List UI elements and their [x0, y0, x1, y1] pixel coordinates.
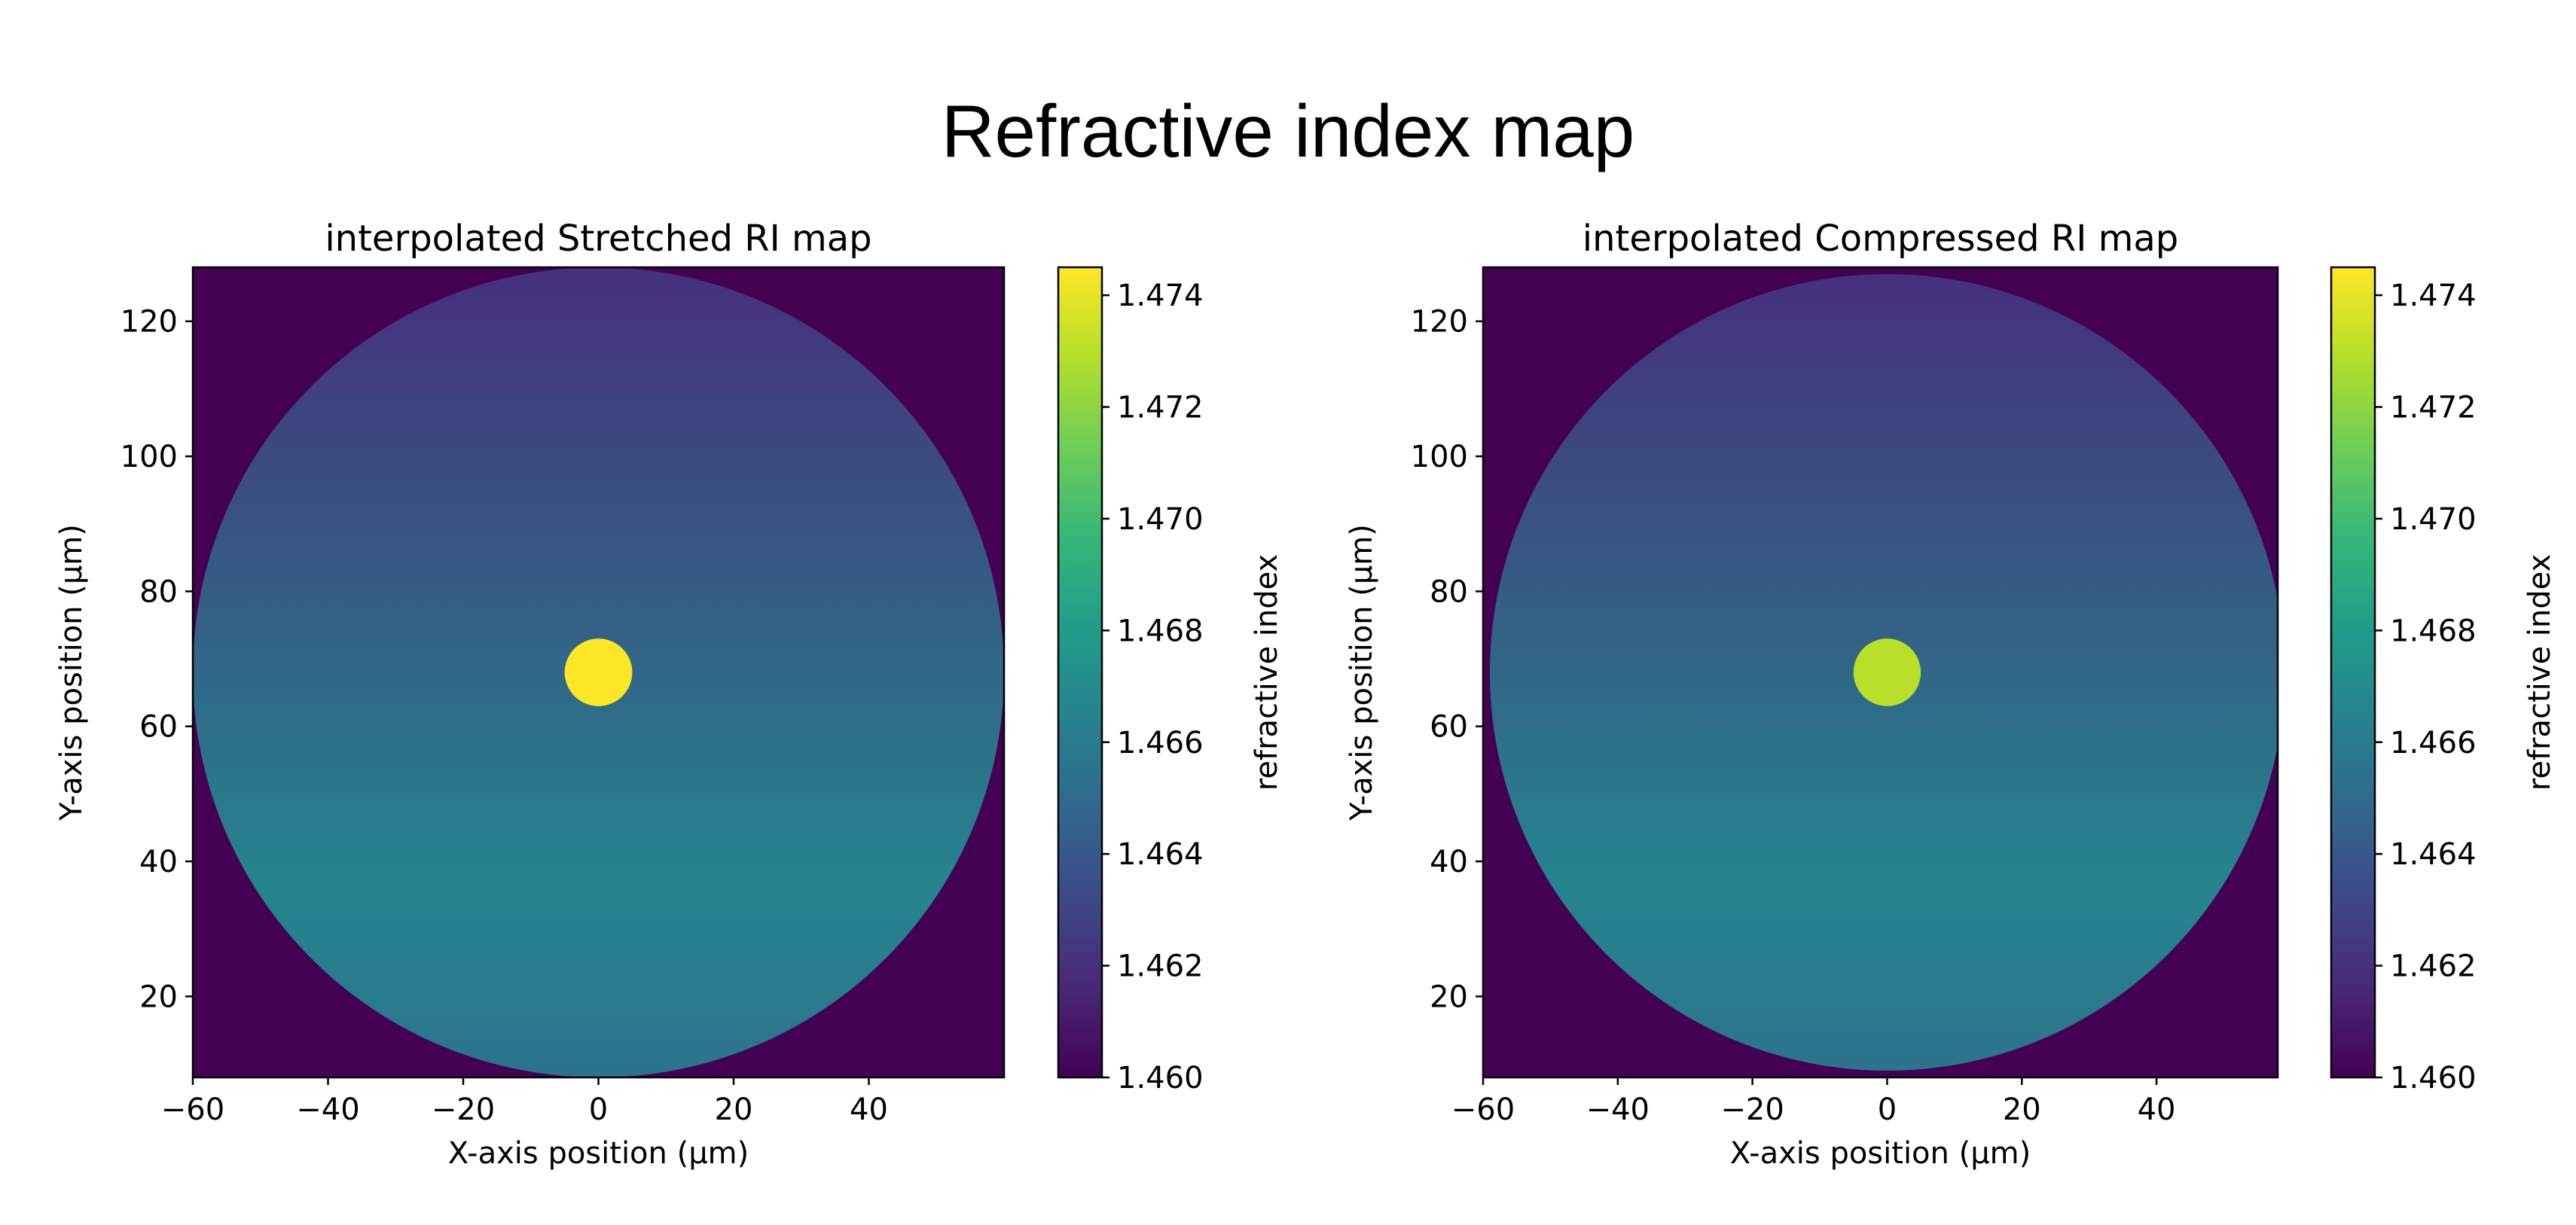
y-tick-label: 80 — [139, 574, 178, 609]
x-tick-label: −20 — [432, 1092, 495, 1127]
panel-title: interpolated Compressed RI map — [1583, 218, 2179, 260]
y-tick-label: 100 — [121, 440, 178, 474]
y-axis-label: Y-axis position (μm) — [1344, 524, 1379, 821]
colorbar-tick-label: 1.466 — [1117, 726, 1204, 760]
x-axis-label: X-axis position (μm) — [448, 1136, 749, 1171]
colorbar-label: refractive index — [1250, 554, 1284, 791]
colorbar-frame — [2330, 266, 2376, 1079]
colorbar-tick-label: 1.466 — [2390, 726, 2477, 760]
y-tick-label: 120 — [121, 305, 178, 340]
colorbar-tick-label: 1.470 — [1117, 502, 1204, 537]
y-axis-label: Y-axis position (μm) — [54, 524, 89, 821]
colorbar-label: refractive index — [2523, 554, 2557, 791]
colorbar-tick-label: 1.470 — [2390, 502, 2477, 537]
panel-title: interpolated Stretched RI map — [325, 218, 871, 260]
colorbar — [2331, 267, 2375, 1077]
colorbar-tick-label: 1.468 — [2390, 614, 2477, 648]
colorbar-tick-label: 1.474 — [1117, 279, 1204, 313]
colorbar-tick-label: 1.468 — [1117, 614, 1204, 648]
plot-area — [1483, 267, 2278, 1077]
x-tick-label: −60 — [161, 1092, 224, 1127]
colorbar-tick-label: 1.474 — [2390, 279, 2477, 313]
colorbar-tick-label: 1.472 — [1117, 391, 1204, 425]
x-axis-label: X-axis position (μm) — [1730, 1136, 2031, 1171]
x-tick-label: 20 — [715, 1092, 753, 1127]
x-tick-label: −20 — [1720, 1092, 1784, 1127]
y-tick-label: 40 — [139, 845, 178, 879]
y-tick-label: 60 — [139, 710, 178, 745]
compressed-ri-map-panel: −60 −40 −20 0 20 40 20 40 60 80 100 120 X-axis posit… — [1344, 218, 2557, 1171]
y-tick-label: 60 — [1430, 710, 1468, 745]
y-tick-label: 100 — [1411, 440, 1468, 474]
y-tick-label: 80 — [1430, 574, 1468, 609]
x-tick-label: 40 — [850, 1092, 888, 1127]
colorbar-tick-label: 1.472 — [2390, 391, 2477, 425]
y-tick-label: 20 — [1430, 980, 1468, 1014]
page-title: Refractive index map — [941, 90, 1635, 172]
y-tick-label: 20 — [139, 980, 178, 1014]
colorbar-tick-label: 1.460 — [1117, 1061, 1204, 1095]
y-tick-label: 40 — [1430, 845, 1468, 879]
stretched-ri-map-panel: −60 −40 −20 0 20 40 20 40 60 80 100 120 X-axis posit… — [54, 218, 1284, 1171]
x-tick-label: 0 — [589, 1092, 608, 1127]
x-tick-label: 20 — [2003, 1092, 2041, 1127]
colorbar — [1058, 267, 1102, 1077]
x-tick-label: 0 — [1878, 1092, 1897, 1127]
colorbar-frame — [1057, 266, 1103, 1079]
colorbar-tick-label: 1.462 — [1117, 949, 1204, 984]
x-tick-label: −40 — [296, 1092, 359, 1127]
core-region — [1853, 638, 1921, 706]
y-tick-label: 120 — [1411, 305, 1468, 340]
colorbar-tick-label: 1.464 — [1117, 837, 1204, 872]
core-region — [564, 638, 633, 706]
axes-frame — [1482, 266, 2279, 1079]
colorbar-tick-label: 1.464 — [2390, 837, 2477, 872]
colorbar-tick-label: 1.460 — [2390, 1061, 2477, 1095]
x-tick-label: −40 — [1586, 1092, 1650, 1127]
colorbar-tick-label: 1.462 — [2390, 949, 2477, 984]
plot-area — [193, 267, 1004, 1077]
x-tick-label: 40 — [2138, 1092, 2176, 1127]
x-tick-label: −60 — [1451, 1092, 1515, 1127]
